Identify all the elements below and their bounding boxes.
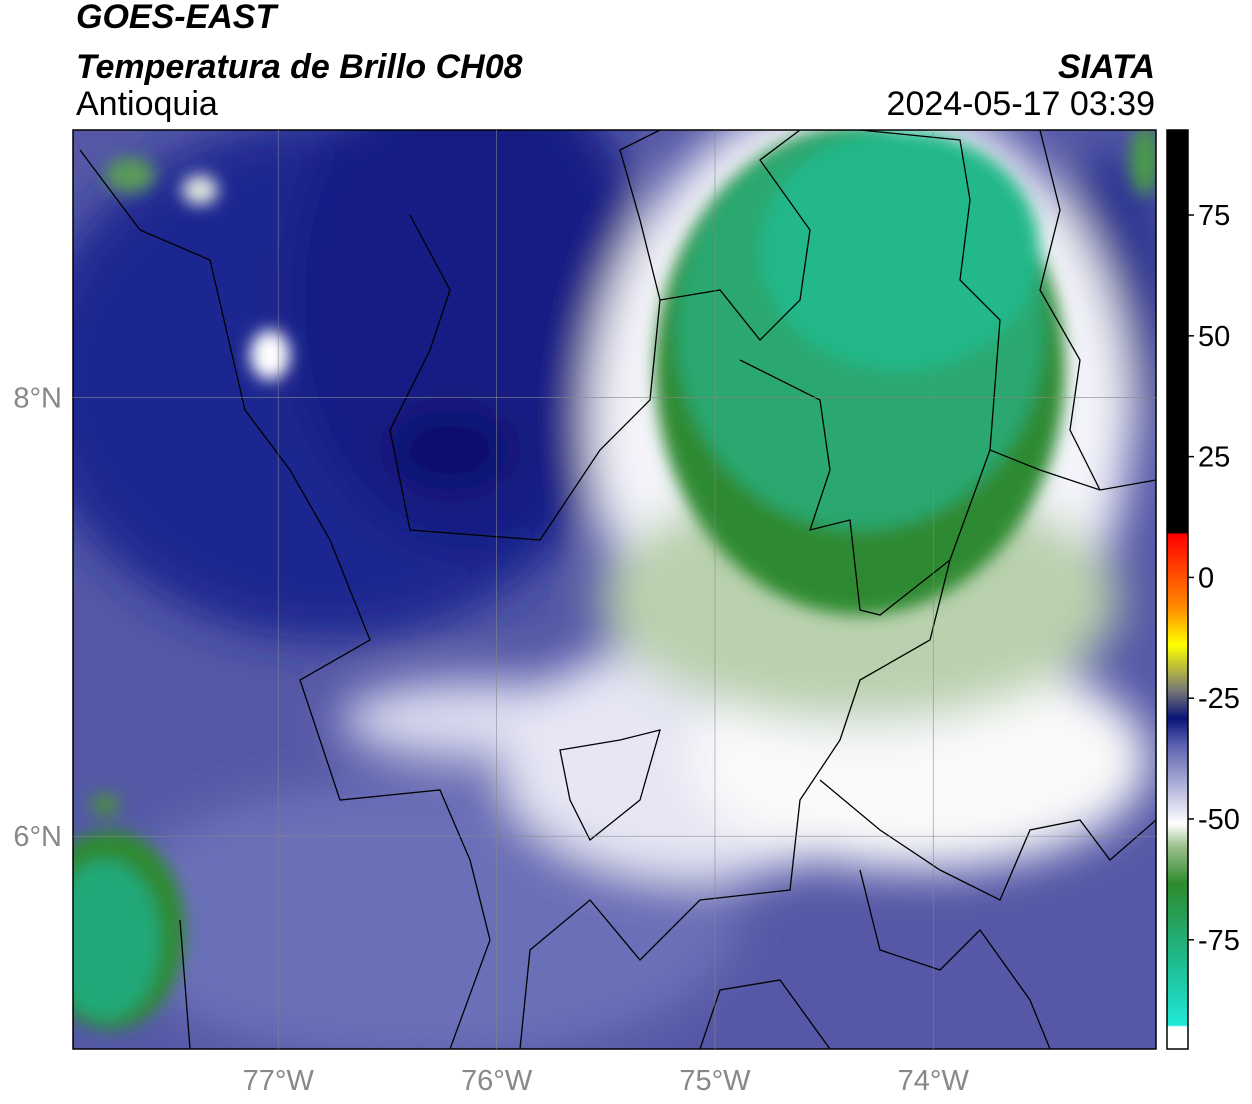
- y-tick-label: 6°N: [13, 821, 62, 853]
- x-tick-label: 75°W: [679, 1065, 751, 1097]
- map-frame: [72, 129, 1157, 1050]
- x-tick-label: 77°W: [243, 1065, 315, 1097]
- colorbar: [1166, 129, 1189, 1050]
- x-tick-label: 74°W: [898, 1065, 970, 1097]
- colorbar-tick-label: 75: [1198, 200, 1230, 232]
- colorbar-tick-label: 50: [1198, 321, 1230, 353]
- title: GOES-EAST: [76, 0, 279, 36]
- y-tick-label: 8°N: [13, 383, 62, 415]
- colorbar-tick-label: -50: [1198, 804, 1240, 836]
- axes: 77°W 76°W 75°W 74°W 8°N 6°N 75 50 25 0 -25 -50 -75: [13, 130, 1240, 1097]
- colorbar-tick-label: 25: [1198, 442, 1230, 474]
- timestamp: 2024-05-17 03:39: [887, 85, 1155, 123]
- source: SIATA: [1058, 48, 1155, 86]
- colorbar-tick-label: -25: [1198, 683, 1240, 715]
- subtitle: Temperatura de Brillo CH08: [76, 48, 523, 86]
- region: Antioquia: [76, 85, 218, 123]
- colorbar-tick-label: -75: [1198, 925, 1240, 957]
- x-tick-label: 76°W: [461, 1065, 533, 1097]
- map-image: [73, 130, 1156, 1049]
- colorbar-tick-label: 0: [1198, 562, 1214, 594]
